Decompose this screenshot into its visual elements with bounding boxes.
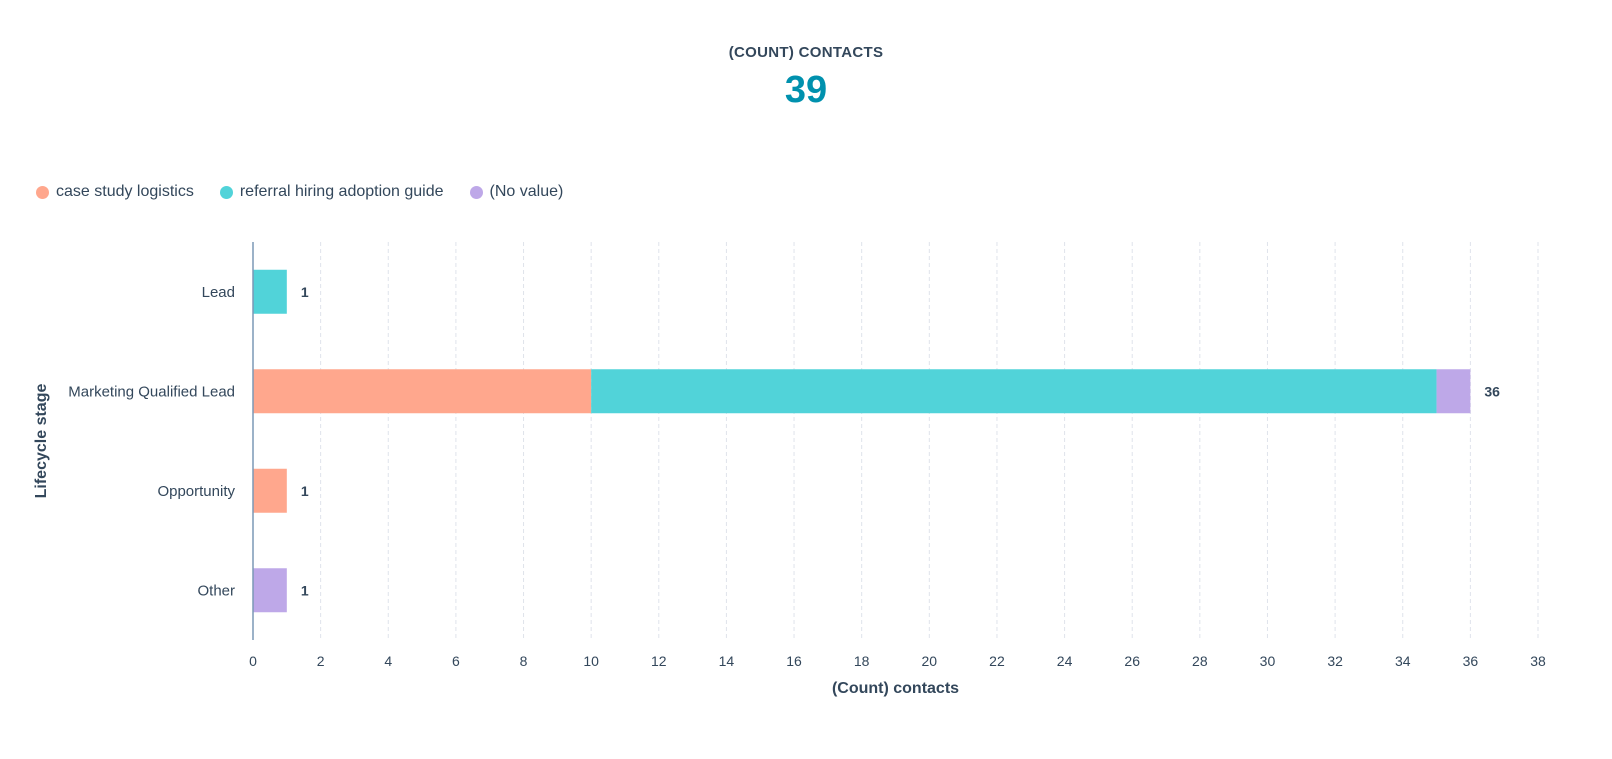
x-tick-label: 18: [854, 653, 870, 669]
category-label: Opportunity: [157, 483, 235, 500]
x-tick-label: 20: [922, 653, 938, 669]
x-tick-label: 38: [1530, 653, 1546, 669]
x-tick-label: 6: [452, 653, 460, 669]
legend-swatch: [36, 185, 49, 199]
x-tick-label: 30: [1260, 653, 1276, 669]
legend-swatch: [219, 185, 233, 199]
chart-legend: case study logistics referral hiring ado…: [36, 183, 589, 201]
category-label: Marketing Qualified Lead: [68, 383, 235, 400]
x-tick-label: 32: [1327, 653, 1343, 669]
bar-segment: [253, 568, 287, 613]
summary-value: 39: [784, 69, 828, 111]
x-tick-label: 22: [989, 653, 1005, 669]
x-tick-label: 14: [719, 653, 735, 669]
legend-item-case-study-logistics[interactable]: case study logistics: [36, 183, 194, 201]
legend-item-referral-hiring-adoption-guide[interactable]: referral hiring adoption guide: [219, 183, 444, 201]
x-tick-label: 28: [1192, 653, 1208, 669]
x-tick-label: 4: [384, 653, 392, 669]
x-tick-label: 0: [249, 653, 257, 669]
total-label: 1: [301, 582, 309, 598]
bar-segment: [591, 369, 1437, 414]
legend-item-no-value[interactable]: (No value): [469, 183, 564, 201]
x-tick-label: 24: [1057, 653, 1073, 669]
total-label: 36: [1484, 383, 1500, 399]
x-tick-label: 2: [317, 653, 325, 669]
bar-segment: [253, 468, 287, 513]
legend-label: (No value): [489, 183, 564, 200]
x-tick-label: 34: [1395, 653, 1411, 669]
bar-segment: [253, 269, 287, 314]
x-tick-label: 10: [583, 653, 599, 669]
x-tick-label: 36: [1463, 653, 1479, 669]
legend-label: referral hiring adoption guide: [239, 183, 444, 200]
x-tick-label: 26: [1124, 653, 1140, 669]
x-tick-label: 8: [520, 653, 528, 669]
legend-label: case study logistics: [56, 183, 194, 200]
x-tick-label: 16: [786, 653, 802, 669]
y-axis-label: Lifecycle stage: [33, 384, 50, 499]
bar-segment: [253, 369, 592, 414]
total-label: 1: [301, 483, 309, 499]
legend-swatch: [469, 185, 483, 199]
category-label: Lead: [202, 284, 235, 301]
bar-segment: [1436, 369, 1471, 414]
category-label: Other: [197, 582, 235, 599]
x-axis-label: (Count) contacts: [832, 680, 959, 697]
total-label: 1: [301, 284, 309, 300]
summary-block: (COUNT) CONTACTS 39: [0, 44, 1612, 112]
x-tick-label: 12: [651, 653, 667, 669]
summary-label: (COUNT) CONTACTS: [728, 44, 884, 61]
